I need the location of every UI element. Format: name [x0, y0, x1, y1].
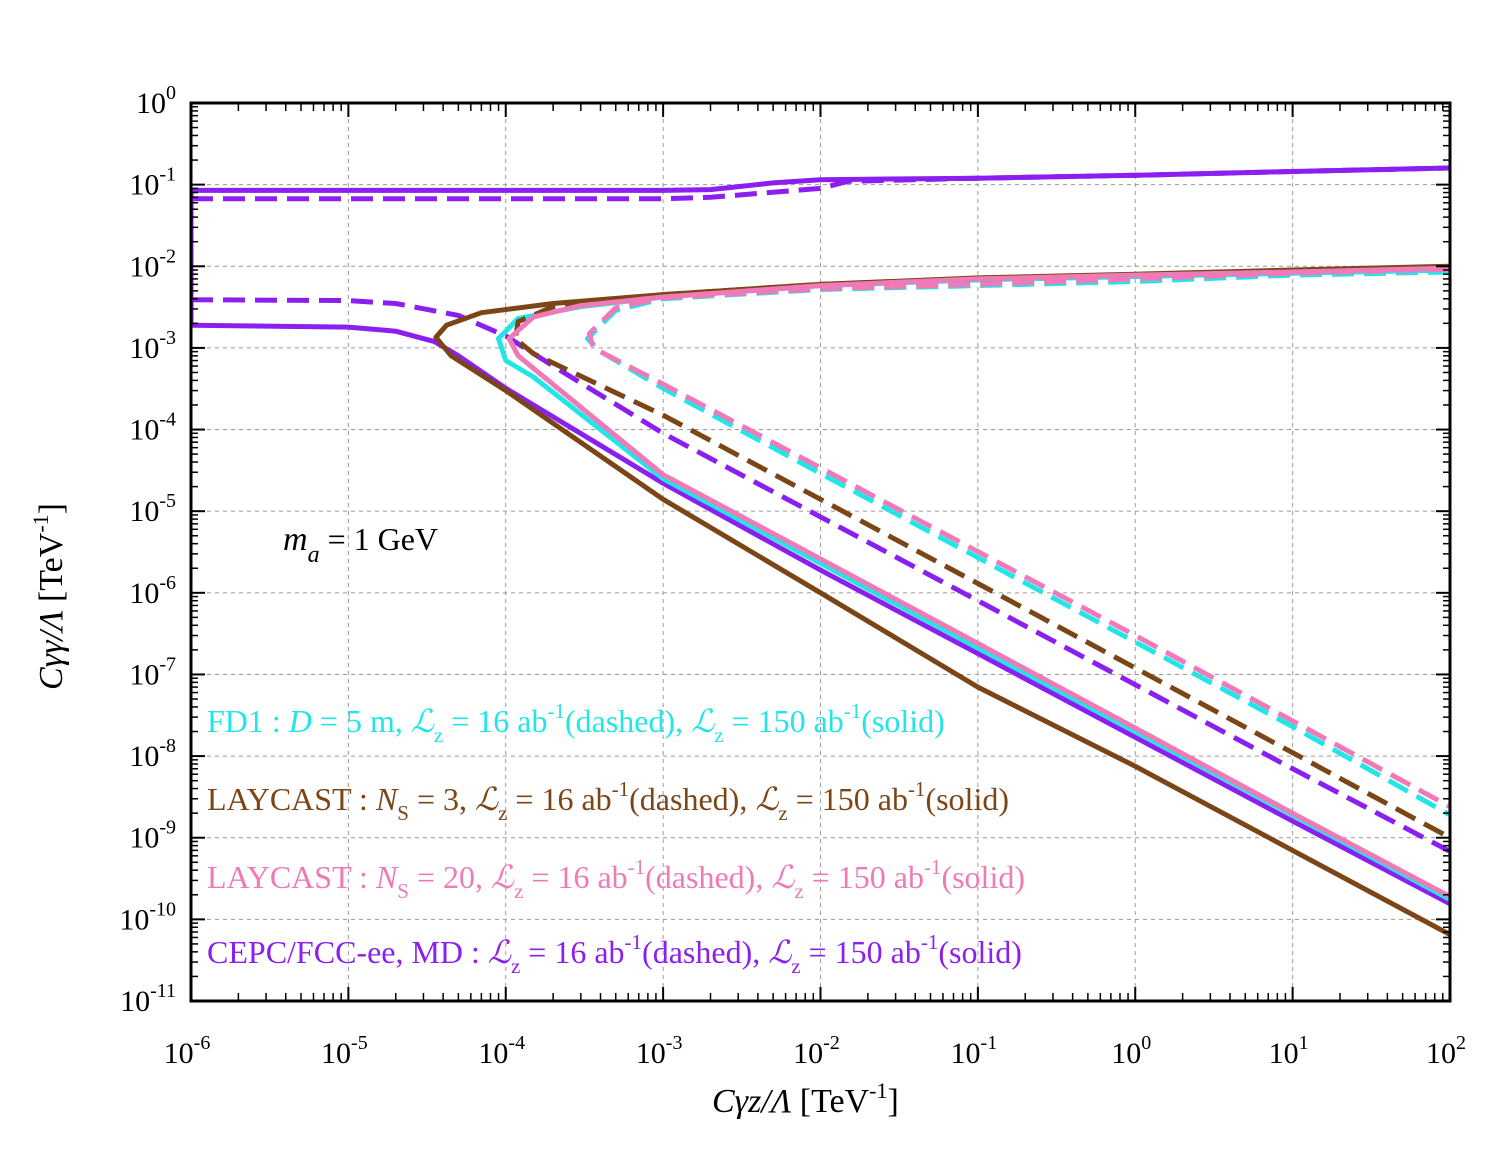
- mass-value: = 1 GeV: [320, 521, 438, 557]
- x-axis-title-unit: [TeV: [791, 1083, 869, 1120]
- x-tick-label: 10-2: [793, 1032, 840, 1070]
- series-line: [191, 165, 1450, 193]
- plot-frame: [189, 101, 1452, 1003]
- y-tick-label: 10-4: [129, 409, 176, 447]
- y-tick-label: 10-10: [119, 898, 176, 936]
- series-line: [191, 165, 1450, 202]
- x-tick-label: 10-3: [636, 1032, 683, 1070]
- series-line: [191, 322, 1450, 907]
- series-line: [506, 265, 1450, 899]
- grid-lines: [191, 103, 1450, 1001]
- mass-annotation: ma = 1 GeV: [283, 521, 438, 568]
- x-tick-label: 101: [1269, 1032, 1309, 1070]
- x-tick-label: 10-5: [321, 1032, 368, 1070]
- mass-subscript: a: [308, 542, 320, 568]
- y-axis-title-main: Cγγ/Λ: [33, 610, 70, 690]
- x-tick-label: 100: [1111, 1032, 1151, 1070]
- y-tick-label: 100: [136, 82, 176, 120]
- y-axis-title-unit: [TeV: [33, 532, 70, 610]
- y-tick-label: 10-11: [120, 980, 176, 1018]
- y-axis-title: Cγγ/Λ [TeV-1]: [28, 503, 70, 690]
- legend-entry: LAYCAST : NS = 20, ℒz = 16 ab-1(dashed),…: [207, 855, 1025, 903]
- y-tick-label: 10-2: [129, 245, 176, 283]
- series-line: [586, 266, 1450, 809]
- y-tick-label: 10-6: [129, 572, 176, 610]
- y-tick-label: 10-1: [129, 164, 176, 202]
- legend-entry: CEPC/FCC-ee, MD : ℒz = 16 ab-1(dashed), …: [207, 930, 1022, 978]
- legend-entry: LAYCAST : NS = 3, ℒz = 16 ab-1(dashed), …: [207, 777, 1009, 825]
- series-line: [433, 263, 1450, 937]
- x-tick-label: 102: [1426, 1032, 1466, 1070]
- y-tick-label: 10-8: [129, 735, 176, 773]
- y-tick-label: 10-5: [129, 490, 176, 528]
- x-axis-title-main: Cγz/Λ: [712, 1083, 792, 1120]
- x-tick-label: 10-1: [951, 1032, 998, 1070]
- x-axis-title: Cγz/Λ [TeV-1]: [712, 1078, 899, 1120]
- y-tick-label: 10-3: [129, 327, 176, 365]
- y-tick-label: 10-7: [129, 653, 176, 691]
- tick-labels: 10-6 10-5 10-4 10-3 10-2 10-1 100 101 102 100 10-1…: [119, 82, 1466, 1070]
- x-axis-title-unit-close: ]: [888, 1083, 899, 1120]
- series-line: [191, 297, 1450, 854]
- mass-symbol: m: [283, 521, 308, 558]
- legend-entry: FD1 : D = 5 m, ℒz = 16 ab-1(dashed), ℒz …: [207, 699, 945, 747]
- x-tick-label: 10-4: [478, 1032, 525, 1070]
- y-axis-title-unit-exp: -1: [28, 514, 53, 532]
- y-axis-title-unit-close: ]: [33, 503, 70, 514]
- x-axis-title-unit-exp: -1: [869, 1078, 887, 1103]
- x-tick-label: 10-6: [164, 1032, 211, 1070]
- y-tick-label: 10-9: [129, 817, 176, 855]
- legend: FD1 : D = 5 m, ℒz = 16 ab-1(dashed), ℒz …: [207, 699, 1025, 978]
- curve-layer: [191, 165, 1450, 937]
